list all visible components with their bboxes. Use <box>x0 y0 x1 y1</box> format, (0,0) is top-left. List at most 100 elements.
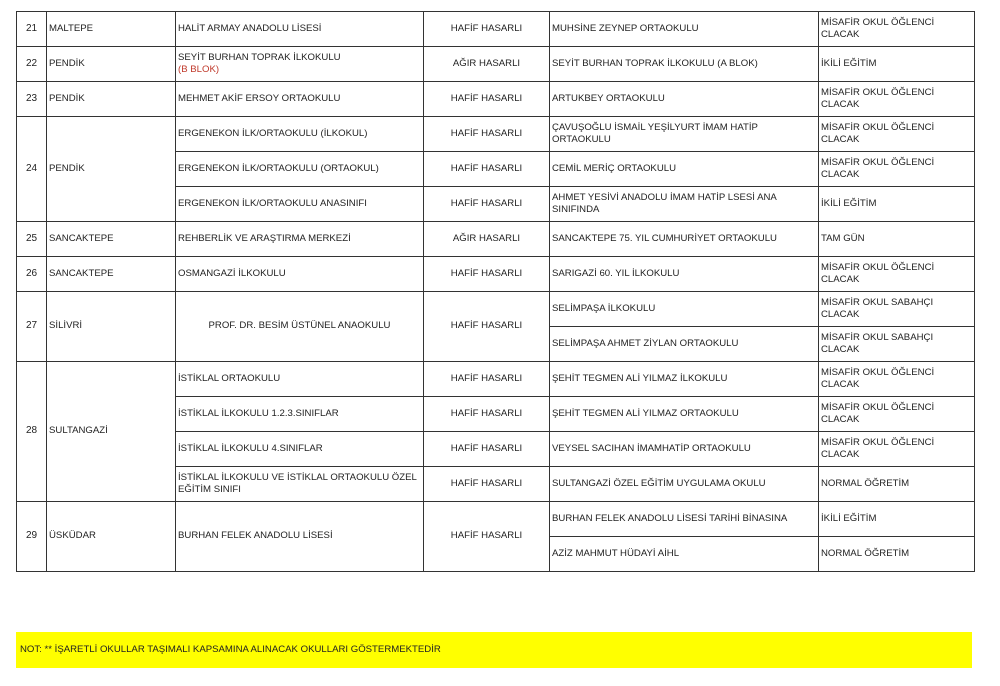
damage-level-cell: HAFİF HASARLI <box>423 361 550 397</box>
damaged-school-cell: MEHMET AKİF ERSOY ORTAOKULU <box>175 81 424 117</box>
table-row: 26 SANCAKTEPE OSMANGAZİ İLKOKULU HAFİF HASA… <box>16 256 975 292</box>
table-row: AZİZ MAHMUT HÜDAYİ AİHL NORMAL ÖĞRETİM <box>17 536 975 572</box>
education-status-cell: TAM GÜN <box>818 221 975 257</box>
school-name: İSTİKLAL İLKOKULU VE İSTİKLAL ORTAOKULU … <box>178 471 417 496</box>
row-number: 23 <box>16 81 47 117</box>
row-number: 21 <box>16 11 47 47</box>
target-school-cell: BURHAN FELEK ANADOLU LİSESİ TARİHİ BİNAS… <box>549 501 819 537</box>
damaged-school-cell: SEYİT BURHAN TOPRAK İLKOKULU (B BLOK) <box>175 46 424 82</box>
school-name: REHBERLİK VE ARAŞTIRMA MERKEZİ <box>178 232 351 244</box>
damage-level-cell: HAFİF HASARLI <box>423 466 550 502</box>
table-row: 27 SİLİVRİ PROF. DR. BESİM ÜSTÜNEL ANAOKUL… <box>16 291 975 362</box>
education-status-cell: MİSAFİR OKUL ÖĞLENCİ CLACAK <box>818 116 975 152</box>
damage-level-cell: HAFİF HASARLI <box>423 186 550 222</box>
damage-level-cell: HAFİF HASARLI <box>423 501 550 572</box>
education-status-cell: MİSAFİR OKUL ÖĞLENCİ CLACAK <box>818 256 975 292</box>
education-status-cell: MİSAFİR OKUL ÖĞLENCİ CLACAK <box>818 431 975 467</box>
target-school-cell: ÇAVUŞOĞLU İSMAİL YEŞİLYURT İMAM HATİP OR… <box>549 116 819 152</box>
row-number: 24 <box>16 116 47 222</box>
row-number: 28 <box>16 361 47 502</box>
row-number: 27 <box>16 291 47 362</box>
damage-level-cell: HAFİF HASARLI <box>423 256 550 292</box>
target-school-cell: SELİMPAŞA İLKOKULU <box>549 291 819 327</box>
education-status-cell: MİSAFİR OKUL ÖĞLENCİ CLACAK <box>818 81 975 117</box>
school-name: MEHMET AKİF ERSOY ORTAOKULU <box>178 92 341 104</box>
damage-level-cell: HAFİF HASARLI <box>423 81 550 117</box>
table-row: 21 MALTEPE HALİT ARMAY ANADOLU LİSESİ HAFİF… <box>16 11 975 47</box>
damaged-school-cell: İSTİKLAL İLKOKULU VE İSTİKLAL ORTAOKULU … <box>175 466 424 502</box>
education-status-cell: İKİLİ EĞİTİM <box>818 186 975 222</box>
school-name: İSTİKLAL İLKOKULU 4.SINIFLAR <box>178 442 323 454</box>
damage-level-cell: HAFİF HASARLI <box>423 116 550 152</box>
table-row: İSTİKLAL İLKOKULU VE İSTİKLAL ORTAOKULU … <box>17 466 975 502</box>
table-row: ERGENEKON İLK/ORTAOKULU ANASINIFI HAFİF H… <box>17 186 975 222</box>
district-cell: MALTEPE <box>46 11 176 47</box>
district-cell: SULTANGAZİ <box>46 361 176 502</box>
row-number: 22 <box>16 46 47 82</box>
school-note: (B BLOK) <box>178 64 220 75</box>
education-status-cell: MİSAFİR OKUL ÖĞLENCİ CLACAK <box>818 361 975 397</box>
table-row: 25 SANCAKTEPE REHBERLİK VE ARAŞTIRMA MERKE… <box>16 221 975 257</box>
target-school-cell: SARIGAZİ 60. YIL İLKOKULU <box>549 256 819 292</box>
school-name: SEYİT BURHAN TOPRAK İLKOKULU <box>178 51 341 63</box>
damaged-school-cell: ERGENEKON İLK/ORTAOKULU (ORTAOKUL) <box>175 151 424 187</box>
damage-level-cell: HAFİF HASARLI <box>423 151 550 187</box>
target-school-cell: SULTANGAZİ ÖZEL EĞİTİM UYGULAMA OKULU <box>549 466 819 502</box>
education-status-cell: MİSAFİR OKUL ÖĞLENCİ CLACAK <box>818 11 975 47</box>
school-name: İSTİKLAL İLKOKULU 1.2.3.SINIFLAR <box>178 407 339 419</box>
district-cell: ÜSKÜDAR <box>46 501 176 572</box>
row-number: 29 <box>16 501 47 572</box>
row-number: 26 <box>16 256 47 292</box>
district-cell: PENDİK <box>46 81 176 117</box>
table-row: 24 PENDİK ERGENEKON İLK/ORTAOKULU (İLKOKUL… <box>16 116 975 222</box>
target-school-cell: ŞEHİT TEGMEN ALİ YILMAZ ORTAOKULU <box>549 396 819 432</box>
school-name: ERGENEKON İLK/ORTAOKULU (İLKOKUL) <box>178 127 368 139</box>
target-school-cell: SELİMPAŞA AHMET ZİYLAN ORTAOKULU <box>549 326 819 362</box>
damaged-school-cell: İSTİKLAL ORTAOKULU <box>175 361 424 397</box>
damaged-school-cell: ERGENEKON İLK/ORTAOKULU ANASINIFI <box>175 186 424 222</box>
target-school-cell: ŞEHİT TEGMEN ALİ YILMAZ İLKOKULU <box>549 361 819 397</box>
target-school-cell: MUHSİNE ZEYNEP ORTAOKULU <box>549 11 819 47</box>
target-school-cell: VEYSEL SACIHAN İMAMHATİP ORTAOKULU <box>549 431 819 467</box>
table-row: 22 PENDİK SEYİT BURHAN TOPRAK İLKOKULU (B B… <box>16 46 975 82</box>
damage-level-cell: AĞIR HASARLI <box>423 46 550 82</box>
damaged-school-cell: İSTİKLAL İLKOKULU 4.SINIFLAR <box>175 431 424 467</box>
row-number: 25 <box>16 221 47 257</box>
education-status-cell: NORMAL ÖĞRETİM <box>818 536 975 572</box>
table-row: ERGENEKON İLK/ORTAOKULU (ORTAOKUL) HAFİF … <box>17 151 975 187</box>
damaged-school-cell: BURHAN FELEK ANADOLU LİSESİ <box>175 501 424 572</box>
target-school-cell: ARTUKBEY ORTAOKULU <box>549 81 819 117</box>
education-status-cell: MİSAFİR OKUL SABAHÇI CLACAK <box>818 291 975 327</box>
school-name: HALİT ARMAY ANADOLU LİSESİ <box>178 22 322 34</box>
damaged-school-cell: İSTİKLAL İLKOKULU 1.2.3.SINIFLAR <box>175 396 424 432</box>
school-name: ERGENEKON İLK/ORTAOKULU (ORTAOKUL) <box>178 162 379 174</box>
damaged-school-cell: ERGENEKON İLK/ORTAOKULU (İLKOKUL) <box>175 116 424 152</box>
damage-level-cell: HAFİF HASARLI <box>423 431 550 467</box>
target-school-cell: AHMET YESİVİ ANADOLU İMAM HATİP LSESİ AN… <box>549 186 819 222</box>
school-name: OSMANGAZİ İLKOKULU <box>178 267 286 279</box>
school-damage-table: 21 MALTEPE HALİT ARMAY ANADOLU LİSESİ HAFİF… <box>16 11 975 572</box>
school-name: BURHAN FELEK ANADOLU LİSESİ <box>178 530 333 542</box>
damaged-school-cell: REHBERLİK VE ARAŞTIRMA MERKEZİ <box>175 221 424 257</box>
education-status-cell: MİSAFİR OKUL ÖĞLENCİ CLACAK <box>818 396 975 432</box>
damage-level-cell: AĞIR HASARLI <box>423 221 550 257</box>
damaged-school-cell: HALİT ARMAY ANADOLU LİSESİ <box>175 11 424 47</box>
target-school-cell: SANCAKTEPE 75. YIL CUMHURİYET ORTAOKULU <box>549 221 819 257</box>
district-cell: SANCAKTEPE <box>46 256 176 292</box>
table-row: İSTİKLAL İLKOKULU 1.2.3.SINIFLAR HAFİF HA… <box>17 396 975 432</box>
education-status-cell: İKİLİ EĞİTİM <box>818 46 975 82</box>
table-row: 23 PENDİK MEHMET AKİF ERSOY ORTAOKULU HAFİF… <box>16 81 975 117</box>
damage-level-cell: HAFİF HASARLI <box>423 11 550 47</box>
school-name: ERGENEKON İLK/ORTAOKULU ANASINIFI <box>178 197 367 209</box>
district-cell: SİLİVRİ <box>46 291 176 362</box>
education-status-cell: MİSAFİR OKUL SABAHÇI CLACAK <box>818 326 975 362</box>
target-school-cell: AZİZ MAHMUT HÜDAYİ AİHL <box>549 536 819 572</box>
target-school-cell: SEYİT BURHAN TOPRAK İLKOKULU (A BLOK) <box>549 46 819 82</box>
table-row: 29 ÜSKÜDAR BURHAN FELEK ANADOLU LİSESİ HAFİ… <box>16 501 975 572</box>
district-cell: PENDİK <box>46 116 176 222</box>
education-status-cell: MİSAFİR OKUL ÖĞLENCİ CLACAK <box>818 151 975 187</box>
target-school-cell: CEMİL MERİÇ ORTAOKULU <box>549 151 819 187</box>
damage-level-cell: HAFİF HASARLI <box>423 291 550 362</box>
education-status-cell: NORMAL ÖĞRETİM <box>818 466 975 502</box>
district-cell: PENDİK <box>46 46 176 82</box>
